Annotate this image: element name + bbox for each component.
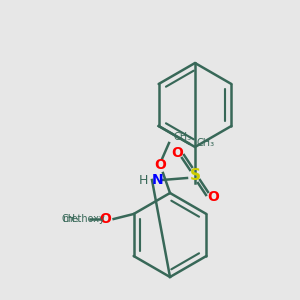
Text: CH₃: CH₃ (197, 139, 215, 148)
Text: O: O (154, 158, 166, 172)
Text: O: O (207, 190, 219, 204)
Text: CH₃: CH₃ (61, 214, 80, 224)
Text: N: N (152, 173, 164, 187)
Text: methoxy: methoxy (62, 214, 105, 224)
Text: S: S (190, 167, 200, 182)
Text: CH₃: CH₃ (174, 132, 192, 142)
Text: O: O (171, 146, 183, 160)
Text: O: O (100, 212, 112, 226)
Text: H: H (139, 173, 148, 187)
